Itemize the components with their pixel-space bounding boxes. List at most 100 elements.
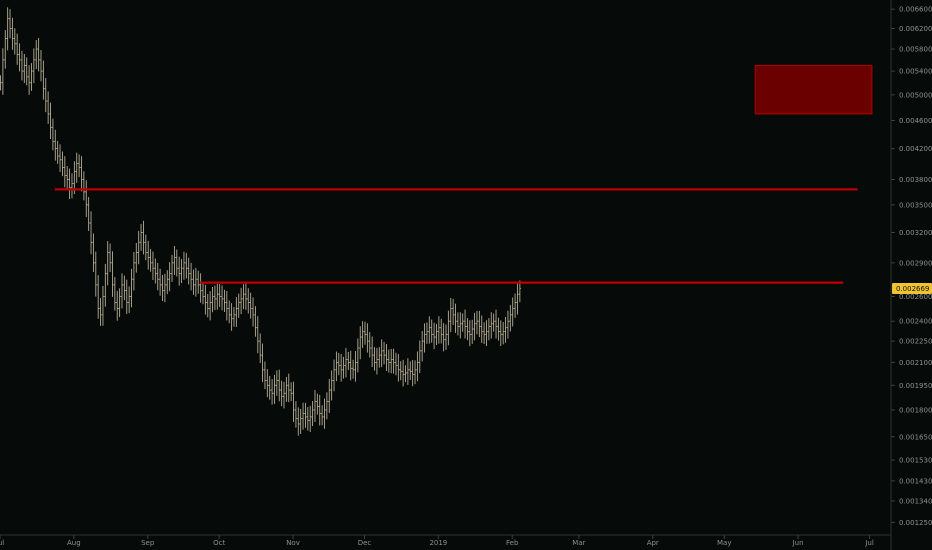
ohlc-bar [147, 240, 150, 270]
ohlc-bar [387, 349, 391, 373]
ohlc-bar [0, 75, 2, 91]
ohlc-bar [66, 166, 69, 190]
ohlc-bar [304, 402, 307, 428]
ohlc-bar [480, 315, 483, 343]
ohlc-bar [454, 303, 457, 333]
ohlc-bar [444, 324, 448, 350]
ohlc-bar [506, 310, 510, 339]
ohlc-bar [220, 285, 224, 311]
x-tick-label: Jun [792, 539, 804, 547]
y-tick-label: 0.004600 [899, 117, 932, 125]
ohlc-bar [332, 359, 336, 392]
ohlc-bar [432, 322, 436, 350]
ohlc-bar [339, 353, 343, 382]
ohlc-bar [397, 354, 400, 382]
ohlc-bar [137, 230, 140, 265]
ohlc-bar [35, 40, 38, 70]
ohlc-bar [39, 49, 43, 82]
ohlc-bar [287, 373, 290, 403]
ohlc-bar [244, 283, 248, 310]
x-axis-ticks: Jul Aug Sep Oct Nov Dec 2019 Feb Mar Apr May Jun Jul [0, 535, 874, 547]
last-price-label: 0.002669 [896, 285, 929, 293]
ohlc-bar [68, 168, 71, 200]
ohlc-bar [418, 340, 421, 374]
ohlc-bar [399, 361, 402, 381]
ohlc-bar [89, 211, 93, 255]
ohlc-bar [311, 401, 314, 427]
ohlc-bar [156, 262, 159, 291]
ohlc-bar [6, 7, 9, 51]
last-price-badge: 0.002669 [892, 282, 932, 294]
ohlc-bar [463, 309, 467, 339]
ohlc-bar [239, 287, 243, 315]
ohlc-bar [127, 286, 131, 314]
ohlc-bar [104, 263, 107, 307]
x-tick-label: Feb [506, 539, 519, 547]
x-tick-label: Aug [67, 539, 81, 547]
ohlc-bar [490, 312, 493, 339]
y-tick-label: 0.002400 [899, 318, 932, 326]
ohlc-bar [242, 284, 245, 310]
ohlc-bar [92, 233, 95, 272]
ohlc-bar [366, 323, 369, 353]
y-tick-label: 0.001800 [899, 406, 932, 414]
x-tick-label: Jul [0, 539, 4, 547]
y-tick-label: 0.002900 [899, 259, 932, 267]
ohlc-bar [251, 297, 255, 327]
ohlc-bar [428, 316, 431, 344]
ohlc-bar [425, 322, 429, 344]
ohlc-bar [335, 351, 338, 382]
ohlc-bar [430, 319, 433, 343]
ohlc-bar [1, 48, 5, 95]
ohlc-bar [351, 359, 355, 379]
ohlc-bar [409, 361, 412, 381]
ohlc-bar [189, 262, 193, 291]
ohlc-bar [173, 245, 176, 275]
ohlc-bar [25, 57, 28, 86]
ohlc-bar [516, 282, 519, 315]
x-tick-label: Mar [572, 539, 585, 547]
ohlc-bar [451, 298, 455, 325]
ohlc-bar [42, 60, 45, 100]
ohlc-bar [275, 370, 279, 396]
ohlc-bar [61, 151, 64, 177]
ohlc-bar [194, 267, 198, 297]
ohlc-bar [306, 406, 310, 431]
ohlc-bar [139, 224, 143, 251]
ohlc-bar [354, 351, 357, 382]
ohlc-bar [20, 50, 24, 81]
ohlc-bar [501, 321, 505, 345]
ohlc-bar [249, 292, 252, 319]
y-tick-label: 0.002250 [899, 338, 932, 346]
ohlc-bar [32, 48, 36, 84]
ohlc-bar [63, 156, 67, 188]
ohlc-bar [30, 63, 33, 91]
y-tick-label: 0.006200 [899, 25, 932, 33]
ohlc-bar [149, 248, 152, 272]
ohlc-bar [108, 243, 112, 272]
ohlc-bar [168, 262, 171, 292]
y-tick-label: 0.005800 [899, 46, 932, 54]
ohlc-bar [80, 156, 83, 192]
ohlc-bar [208, 291, 212, 321]
ohlc-bar [177, 256, 181, 286]
ohlc-bar [263, 361, 267, 390]
ohlc-bar [258, 333, 262, 364]
ohlc-bar [144, 234, 148, 261]
ohlc-bar [225, 291, 229, 321]
ohlc-bar [390, 348, 393, 374]
y-tick-label: 0.004200 [899, 145, 932, 153]
ohlc-bar [473, 312, 476, 341]
ohlc-bar [378, 347, 381, 368]
ohlc-bar [401, 359, 405, 387]
ohlc-bar [273, 375, 276, 404]
ohlc-bar [292, 381, 295, 422]
ohlc-bar [320, 405, 324, 426]
ohlc-bar [166, 270, 169, 295]
x-tick-label: Nov [286, 539, 300, 547]
ohlc-bar [199, 273, 202, 303]
ohlc-bar [266, 369, 269, 398]
ohlc-bar [370, 336, 374, 368]
ohlc-bar [325, 392, 329, 420]
